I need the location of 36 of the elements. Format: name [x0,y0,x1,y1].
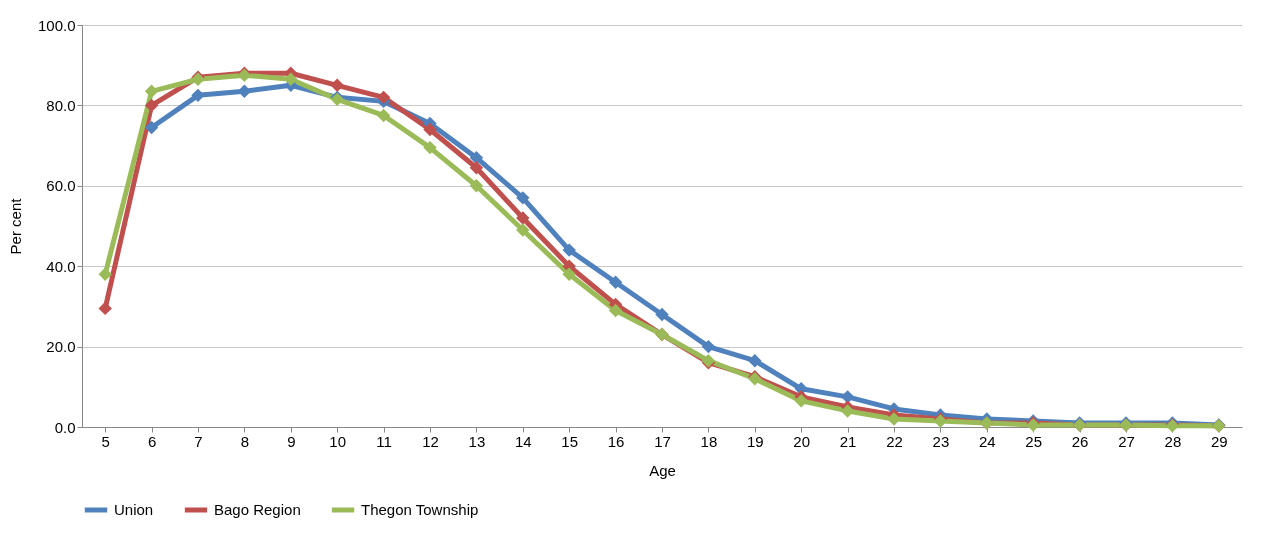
x-tick-label: 20 [793,432,811,450]
x-tick-label: 5 [101,432,110,450]
x-tick-label: 19 [746,432,764,450]
x-tick-label: 16 [607,432,625,450]
y-tick-label: 0.0 [54,418,76,436]
x-tick-label: 22 [886,432,903,450]
x-tick-label: 28 [1164,432,1182,450]
x-tick-label: 9 [287,432,296,450]
x-tick-label: 23 [932,432,950,450]
x-tick-label: 17 [654,432,671,450]
x-axis-title: Age [649,461,676,479]
x-tick-label: 15 [561,432,579,450]
x-tick-label: 8 [240,432,250,450]
x-tick-label: 27 [1118,432,1135,450]
x-tick-label: 29 [1210,432,1228,450]
y-axis-title: Per cent [6,197,24,255]
x-tick-label: 21 [839,432,857,450]
x-tick-label: 6 [147,432,157,450]
x-tick-label: 12 [422,432,439,450]
legend-label: Union [114,501,154,518]
y-tick-label: 60.0 [46,177,76,195]
y-tick-label: 100.0 [37,16,76,34]
x-tick-label: 14 [514,432,532,450]
x-tick-label: 25 [1025,432,1043,450]
y-tick-label: 20.0 [46,338,76,356]
x-tick-label: 7 [194,432,203,450]
x-tick-label: 24 [978,432,996,450]
y-tick-label: 80.0 [46,96,76,114]
legend-label: Bago Region [214,501,301,518]
legend-label: Thegon Township [361,501,479,518]
x-tick-label: 26 [1071,432,1089,450]
x-tick-label: 10 [329,432,347,450]
y-tick-label: 40.0 [46,257,76,275]
x-tick-label: 11 [376,432,392,450]
x-tick-label: 18 [700,432,718,450]
x-tick-label: 13 [468,432,486,450]
